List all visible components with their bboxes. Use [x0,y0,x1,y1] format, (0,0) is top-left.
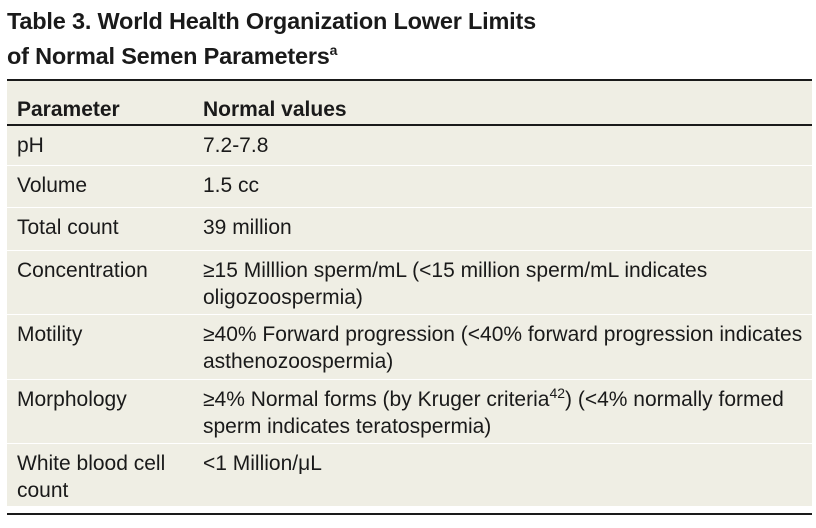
header-parameter: Parameter [17,98,120,121]
value-cell: 1.5 cc [203,174,260,197]
value-text-pre: ≥4% Normal forms (by Kruger criteria [203,388,550,411]
title-line-2-text: of Normal Semen Parameters [7,43,330,69]
parameter-cell: pH [17,134,44,157]
value-cell: ≥40% Forward progression (<40% forward p… [203,323,803,373]
table-header-row: Parameter Normal values [7,81,812,126]
table-bottom-rule [7,513,812,515]
header-normal-values: Normal values [203,98,347,121]
table-row: pH 7.2-7.8 [7,126,812,166]
value-text-post: ) (<4% normally formed sperm indicates t… [203,388,784,438]
value-cell: 7.2-7.8 [203,134,269,157]
table-row: Morphology ≥4% Normal forms (by Kruger c… [7,380,812,444]
table-top-rule [7,79,812,81]
semen-parameters-table: Parameter Normal values pH 7.2-7.8 Volum… [7,81,812,506]
title-footnote-marker: a [329,42,338,58]
parameter-cell: Morphology [17,388,127,411]
parameter-cell: Motility [17,323,83,346]
title-line-1: Table 3. World Health Organization Lower… [7,8,536,34]
parameter-cell: Concentration [17,259,148,282]
title-line-2: of Normal Semen Parametersa [7,39,536,74]
table-title: Table 3. World Health Organization Lower… [7,4,536,74]
parameter-cell: White blood cell count [17,452,166,502]
table-row: Total count 39 million [7,208,812,251]
table-row: White blood cell count <1 Million/μL [7,444,812,506]
value-cell: 39 million [203,216,292,239]
table-row: Volume 1.5 cc [7,166,812,208]
value-cell: ≥4% Normal forms (by Kruger criteria42) … [203,385,812,438]
value-cell: ≥15 Milllion sperm/mL (<15 million sperm… [203,259,708,309]
table-row: Motility ≥40% Forward progression (<40% … [7,315,812,380]
parameter-cell: Total count [17,216,119,239]
value-cell: <1 Million/μL [203,452,322,475]
parameter-cell: Volume [17,174,88,197]
reference-superscript: 42 [549,385,566,401]
table-row: Concentration ≥15 Milllion sperm/mL (<15… [7,251,812,315]
